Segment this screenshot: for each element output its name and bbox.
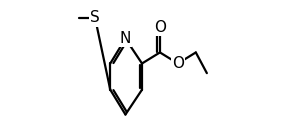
- Text: O: O: [172, 56, 184, 71]
- Text: S: S: [90, 10, 100, 25]
- Text: O: O: [154, 20, 166, 35]
- Text: N: N: [120, 31, 131, 46]
